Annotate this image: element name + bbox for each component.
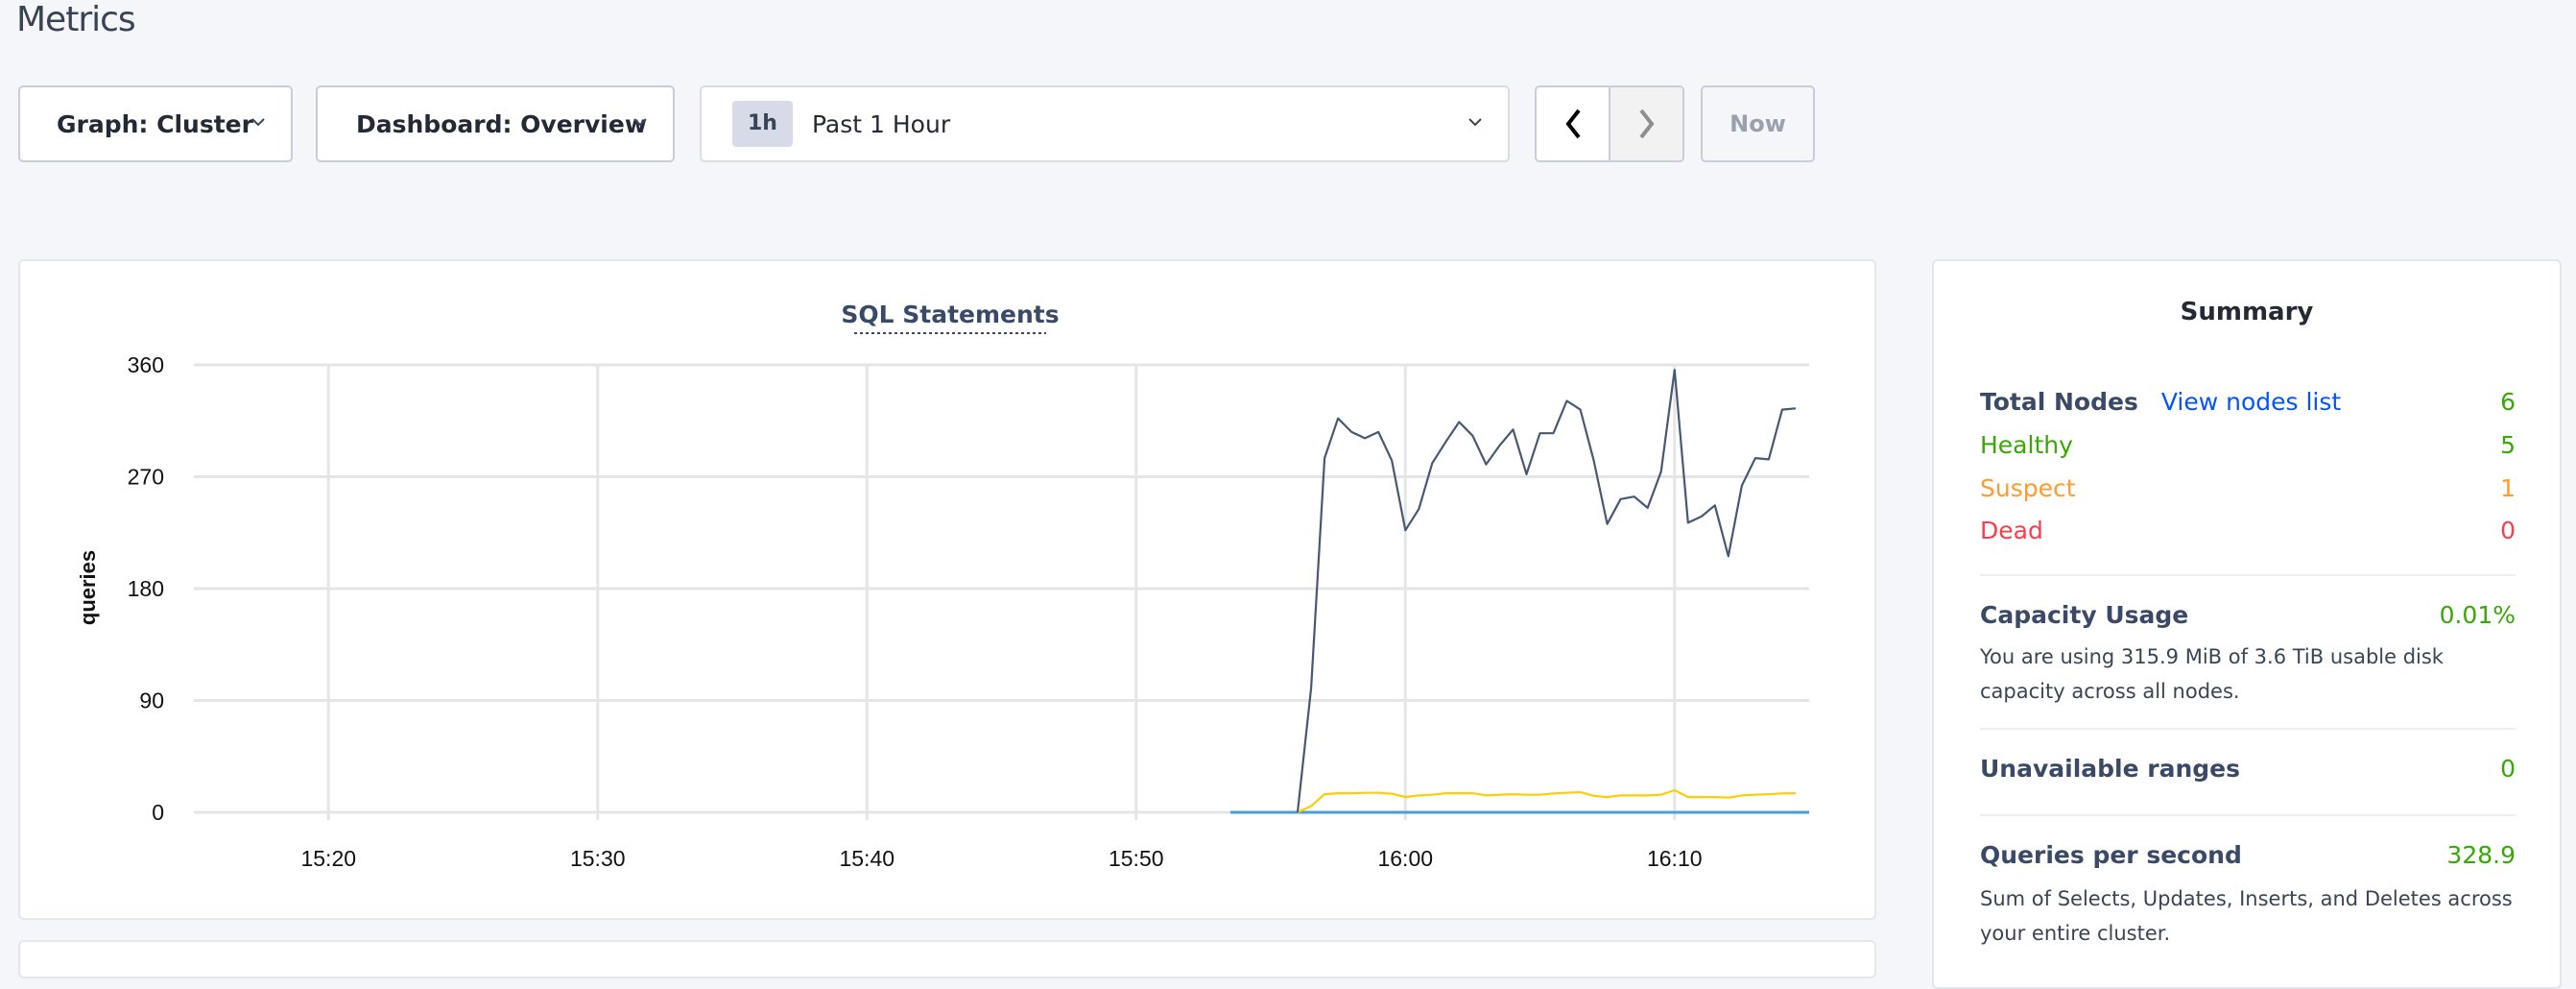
dead-value: 0 [2500, 517, 2516, 544]
total-nodes-row: Total Nodes View nodes list 6 [1980, 388, 2516, 416]
healthy-row: Healthy 5 [1980, 431, 2516, 459]
capacity-value: 0.01% [2439, 601, 2516, 629]
now-button[interactable]: Now [1701, 85, 1815, 162]
chevron-right-icon [1638, 109, 1655, 139]
x-tick-label: 15:40 [839, 846, 894, 871]
y-tick-label: 90 [139, 688, 164, 713]
capacity-label: Capacity Usage [1980, 601, 2189, 629]
qps-label: Queries per second [1980, 841, 2242, 869]
total-nodes-label: Total Nodes [1980, 388, 2138, 416]
chevron-left-icon [1564, 109, 1581, 139]
sql-statements-chart-card: SQL Statements 0 90 180 270 360 15:20 15:30 15:4… [18, 259, 1876, 920]
time-range-badge: 1h [732, 101, 793, 147]
page-title: Metrics [16, 0, 136, 39]
summary-title: Summary [2180, 298, 2314, 326]
suspect-value: 1 [2500, 474, 2516, 502]
healthy-value: 5 [2500, 431, 2516, 459]
graph-dropdown-label: Graph: Cluster [57, 109, 253, 138]
x-tick-label: 15:50 [1109, 846, 1164, 871]
sql-statements-chart: SQL Statements 0 90 180 270 360 15:20 15:30 15:4… [76, 301, 1809, 871]
dashboard-dropdown[interactable]: Dashboard: Overview [316, 85, 675, 162]
suspect-row: Suspect 1 [1980, 474, 2516, 502]
time-range-label: Past 1 Hour [811, 109, 951, 138]
qps-description: Sum of Selects, Updates, Inserts, and De… [1980, 887, 2513, 945]
y-tick-label: 0 [152, 800, 164, 825]
unavailable-ranges-label: Unavailable ranges [1980, 755, 2240, 783]
y-tick-label: 180 [128, 576, 164, 601]
series-line-1 [1297, 788, 1797, 813]
qps-value: 328.9 [2446, 841, 2516, 869]
y-tick-label: 270 [128, 465, 164, 490]
x-tick-label: 16:10 [1647, 846, 1703, 871]
series-line-0 [1296, 369, 1797, 813]
divider [1980, 574, 2516, 576]
unavailable-ranges-row: Unavailable ranges 0 [1980, 755, 2516, 783]
suspect-label: Suspect [1980, 474, 2076, 502]
total-nodes-value: 6 [2500, 388, 2516, 416]
capacity-row: Capacity Usage 0.01% [1980, 601, 2516, 629]
y-tick-label: 360 [128, 352, 164, 377]
divider [1980, 728, 2516, 730]
dead-row: Dead 0 [1980, 517, 2516, 544]
next-chart-card [18, 940, 1876, 978]
chevron-down-icon [1468, 118, 1482, 127]
qps-row: Queries per second 328.9 [1980, 841, 2516, 869]
divider [1980, 814, 2516, 816]
x-tick-label: 16:00 [1377, 846, 1433, 871]
graph-dropdown[interactable]: Graph: Cluster [18, 85, 293, 162]
time-navigation [1535, 85, 1684, 162]
time-range-dropdown[interactable]: 1h Past 1 Hour [700, 85, 1510, 162]
x-tick-label: 15:30 [570, 846, 626, 871]
next-button[interactable] [1609, 87, 1682, 160]
view-nodes-list-link[interactable]: View nodes list [2160, 388, 2342, 416]
dashboard-dropdown-label: Dashboard: Overview [356, 109, 647, 138]
chart-title: SQL Statements [841, 301, 1059, 328]
y-axis-label: queries [76, 550, 100, 625]
previous-button[interactable] [1537, 87, 1609, 160]
chevron-down-icon [633, 118, 647, 127]
chevron-down-icon [251, 118, 265, 127]
capacity-description: You are using 315.9 MiB of 3.6 TiB usabl… [1980, 645, 2444, 703]
unavailable-ranges-value: 0 [2500, 755, 2516, 783]
dead-label: Dead [1980, 517, 2043, 544]
summary-card: Summary Total Nodes View nodes list 6 He… [1932, 259, 2562, 989]
healthy-label: Healthy [1980, 431, 2073, 459]
x-tick-label: 15:20 [300, 846, 356, 871]
